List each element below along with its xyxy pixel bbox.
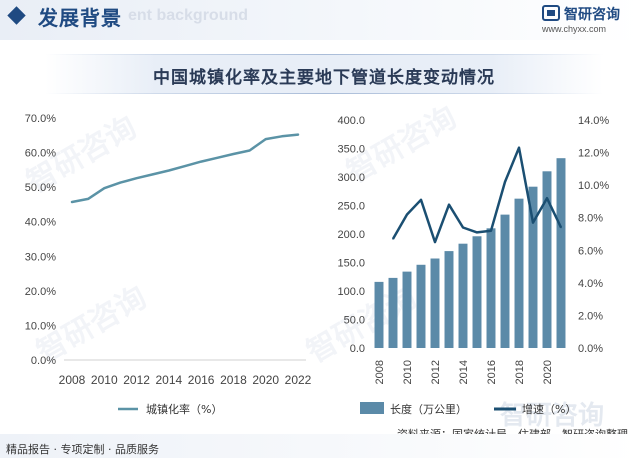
- right-x-tick-label: 2010: [402, 360, 414, 384]
- length-bar: [542, 171, 552, 348]
- growth-point: [560, 226, 562, 229]
- length-bar: [514, 198, 524, 348]
- brand-url: www.chyxx.com: [542, 24, 607, 34]
- right-x-tick-label: 2008: [374, 360, 386, 384]
- urbanization-point: [135, 177, 138, 179]
- left-x-tick-label: 2020: [252, 373, 279, 387]
- length-bar: [402, 271, 412, 348]
- right-right-y-tick-label: 2.0%: [578, 310, 603, 322]
- right-x-tick-label: 2016: [486, 360, 498, 384]
- growth-point: [532, 221, 534, 224]
- legend-label-length: 长度（万公里）: [390, 402, 467, 416]
- urbanization-point: [168, 169, 170, 172]
- header-band: ent background 发展背景 智研咨询 www.chyxx.com: [0, 0, 640, 40]
- right-right-y-tick-label: 0.0%: [578, 343, 603, 355]
- growth-point: [476, 231, 478, 234]
- urbanization-point: [216, 156, 219, 159]
- left-y-tick-label: 60.0%: [25, 148, 56, 160]
- left-x-tick-label: 2012: [123, 373, 150, 387]
- urbanization-point: [297, 133, 299, 136]
- left-y-tick-label: 20.0%: [25, 286, 56, 298]
- right-left-y-tick-label: 100.0: [337, 286, 365, 298]
- left-x-tick-label: 2018: [220, 373, 247, 387]
- brand-name: 智研咨询: [564, 7, 620, 23]
- right-right-y-tick-label: 14.0%: [578, 115, 609, 127]
- right-left-y-tick-label: 250.0: [337, 201, 365, 213]
- right-left-y-tick-label: 50.0: [344, 315, 365, 327]
- left-x-tick-label: 2008: [59, 373, 86, 387]
- growth-point: [546, 197, 548, 199]
- brand-logo-icon: [542, 5, 560, 21]
- left-x-tick-label: 2016: [188, 373, 215, 387]
- left-y-tick-label: 70.0%: [25, 113, 56, 125]
- left-x-tick-label: 2022: [285, 373, 312, 387]
- right-right-y-tick-label: 6.0%: [578, 245, 603, 257]
- right-x-tick-label: 2012: [430, 360, 442, 384]
- length-bar: [388, 277, 398, 348]
- left-y-tick-label: 10.0%: [25, 320, 56, 332]
- legend-label-growth: 增速（%）: [522, 402, 576, 416]
- right-right-y-tick-label: 8.0%: [578, 213, 603, 225]
- right-right-y-tick-label: 10.0%: [578, 180, 609, 192]
- right-right-y-tick-label: 4.0%: [578, 278, 603, 290]
- right-left-y-tick-label: 200.0: [337, 229, 365, 241]
- header-subtitle: ent background: [128, 7, 249, 24]
- length-bar: [472, 236, 482, 348]
- chart-title-bar: 中国城镇化率及主要地下管道长度变动情况: [45, 54, 603, 94]
- length-bar: [500, 214, 510, 348]
- growth-point: [490, 229, 492, 232]
- growth-point: [504, 181, 506, 183]
- right-left-y-tick-label: 150.0: [337, 258, 365, 270]
- urbanization-point: [119, 181, 122, 184]
- urbanization-point: [200, 160, 202, 163]
- chart-title: 中国城镇化率及主要地下管道长度变动情况: [153, 68, 495, 88]
- growth-point: [406, 213, 408, 216]
- right-left-y-tick-label: 400.0: [337, 115, 365, 127]
- growth-point: [434, 241, 436, 243]
- length-bar: [374, 281, 384, 348]
- left-x-tick-label: 2010: [91, 373, 118, 387]
- growth-point: [392, 238, 394, 240]
- length-bar: [430, 258, 440, 348]
- right-left-y-tick-label: 0.0: [350, 343, 365, 355]
- urbanization-point: [281, 135, 283, 138]
- urbanization-point: [184, 165, 186, 167]
- header-title: 发展背景: [38, 6, 122, 30]
- left-y-tick-label: 50.0%: [25, 182, 56, 194]
- legend-label-urbanization: 城镇化率（%）: [146, 402, 222, 416]
- left-x-tick-label: 2014: [156, 373, 183, 387]
- urbanization-point: [248, 149, 251, 152]
- right-x-tick-label: 2020: [542, 360, 554, 384]
- right-left-y-tick-label: 300.0: [337, 172, 365, 184]
- urbanization-point: [151, 173, 154, 176]
- right-x-tick-label: 2018: [514, 360, 526, 384]
- legend-swatch-length: [360, 402, 384, 414]
- length-bar: [416, 264, 426, 348]
- brand: 智研咨询 www.chyxx.com: [542, 3, 638, 37]
- footer-band: 精品报告 · 专项定制 · 品质服务: [0, 434, 640, 458]
- growth-point: [420, 199, 422, 201]
- length-bar: [444, 251, 454, 348]
- right-right-y-tick-label: 12.0%: [578, 148, 609, 160]
- right-x-tick-label: 2014: [458, 360, 470, 384]
- left-y-tick-label: 0.0%: [31, 355, 56, 367]
- length-bar: [556, 158, 566, 348]
- growth-point: [448, 203, 450, 206]
- footer-slogan: 精品报告 · 专项定制 · 品质服务: [6, 443, 159, 456]
- growth-point: [462, 226, 464, 229]
- right-left-y-tick-label: 350.0: [337, 144, 365, 156]
- urbanization-point: [103, 187, 106, 189]
- left-y-tick-label: 40.0%: [25, 217, 56, 229]
- length-bar: [458, 243, 468, 348]
- growth-point: [518, 146, 520, 149]
- length-bar: [486, 228, 496, 348]
- left-y-tick-label: 30.0%: [25, 251, 56, 263]
- urbanization-point: [232, 153, 235, 155]
- urbanization-point: [71, 201, 73, 203]
- urbanization-point: [87, 198, 89, 200]
- urbanization-point: [264, 138, 267, 140]
- length-bar: [528, 186, 538, 348]
